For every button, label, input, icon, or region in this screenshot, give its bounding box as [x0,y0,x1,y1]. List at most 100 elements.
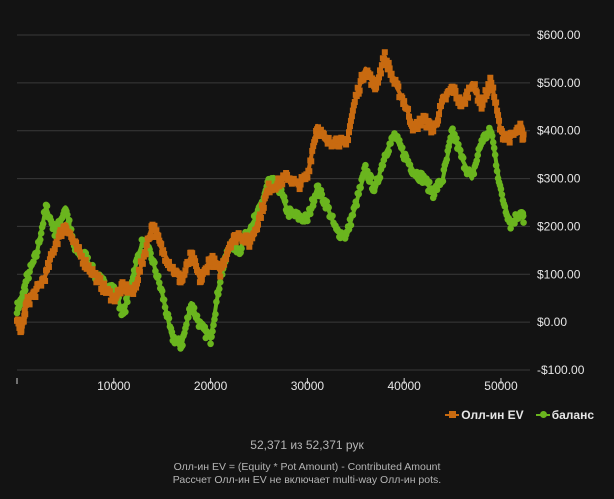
series-point [343,141,350,148]
series-point [438,98,445,105]
series-point [488,79,495,86]
series-point [376,74,383,81]
series-point [310,143,317,150]
series-point [496,117,503,124]
series-point [462,100,469,107]
series-point [54,241,61,248]
series-point [493,167,501,175]
series-point [21,286,29,294]
series-point [93,279,100,286]
series-point [203,269,210,276]
series-point [471,81,478,88]
series-balance [13,124,527,352]
series-point [97,275,104,282]
series-point [367,173,375,181]
series-point [434,120,441,127]
legend-item-allin-ev[interactable]: Олл-ин EV [445,408,524,422]
equity-chart: -$100.00 $0.00 $100.00 $200.00 $300.00 $400.0… [13,28,585,393]
series-point [73,239,80,246]
series-point [304,217,311,225]
series-point [507,225,514,232]
series-point [192,258,199,265]
series-point [195,269,202,276]
series-point [406,161,414,169]
series-point [379,55,386,62]
series-point [262,192,269,199]
series-point [395,83,402,90]
series-point [249,235,256,242]
series-point [443,156,451,163]
series-point [175,335,182,342]
series-point [136,268,143,275]
series-point [451,84,458,91]
series-point [223,256,230,263]
y-tick-label: $200.00 [537,219,581,233]
series-point [373,84,380,91]
series-point [519,212,527,220]
series-point [260,204,267,211]
series-point [353,202,361,209]
series-point [439,177,447,185]
series-point [459,154,467,162]
series-point [387,140,394,147]
footnote: Олл-ин EV = (Equity * Pot Amount) - Cont… [0,461,614,487]
series-allin-ev [14,49,527,336]
series-point [458,103,465,110]
series-point [106,288,113,295]
series-point [519,127,526,134]
series-point [193,263,200,270]
series-point [520,135,527,142]
y-tick-label: $500.00 [537,76,581,90]
series-point [186,258,193,265]
series-point [227,244,234,251]
series-point [398,144,406,151]
series-point [279,181,286,188]
series-point [259,208,266,215]
series-point [151,222,158,229]
series-point [325,134,332,141]
series-point [151,259,158,266]
series-point [490,144,498,152]
series-point [355,90,362,97]
series-point [152,267,159,275]
series-point [67,230,74,237]
series-point [488,132,496,140]
series-point [494,107,501,114]
series-point [210,321,217,329]
series-point [481,96,488,103]
series-point [78,252,85,259]
series-point [430,128,437,135]
series-point [143,242,150,249]
series-point [381,49,388,56]
series-point [406,113,413,120]
series-point [437,103,444,110]
series-point [409,127,416,134]
series-point [244,234,251,241]
series-point [161,251,168,258]
series-point [42,277,49,284]
y-tick-label: $0.00 [537,315,567,329]
series-point [461,96,468,103]
series-point [238,245,245,252]
series-point [175,270,182,277]
series-point [256,211,263,218]
series-point [139,260,146,267]
series-point [211,255,218,262]
series-point [212,310,219,318]
series-point [155,272,162,280]
series-point [426,119,433,126]
series-point [65,216,73,224]
series-point [489,139,497,146]
series-point [495,112,502,119]
series-point [22,311,29,318]
series-point [25,274,32,282]
series-point [255,221,262,228]
legend-item-balance[interactable]: баланс [535,408,594,422]
series-point [39,220,47,228]
series-point [160,247,167,254]
series-point [182,267,189,274]
series-point [18,327,25,334]
series-point [101,280,108,287]
series-point [520,131,527,138]
series-point [181,271,188,278]
